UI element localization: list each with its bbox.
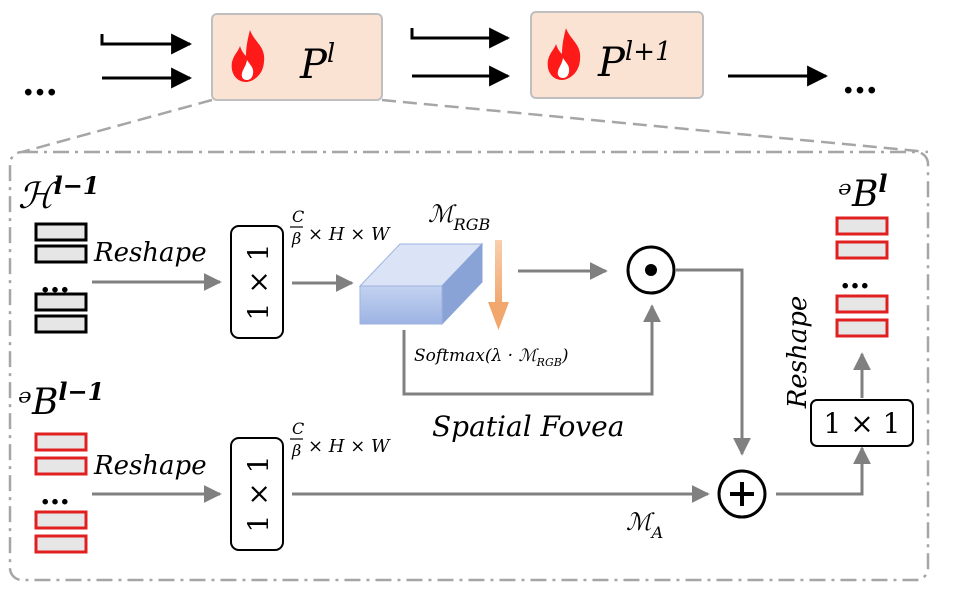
softmax-pre: Softmax(λ · ℳ bbox=[414, 346, 539, 366]
fire-icon bbox=[547, 28, 581, 80]
h-token bbox=[34, 314, 88, 334]
shape-annotation-bottom: C β × H × W bbox=[290, 419, 391, 460]
shape-frac-den: β bbox=[291, 229, 301, 248]
shape-frac-den: β bbox=[291, 441, 301, 460]
m-a-base: ℳ bbox=[626, 508, 655, 536]
h-input-base: ℋ bbox=[18, 176, 59, 217]
prompt-block-l-plus-1 bbox=[530, 11, 704, 99]
arrow-dot-to-plus bbox=[676, 268, 751, 456]
top-arrow-skip-1 bbox=[100, 33, 193, 55]
p-output-label: ᵊBl bbox=[838, 169, 888, 215]
softmax-label: Softmax(λ · ℳRGB) bbox=[414, 346, 568, 369]
p-input-base: ᵊB bbox=[18, 382, 58, 423]
output-token bbox=[835, 216, 889, 236]
zoom-line-left bbox=[21, 98, 213, 154]
arrow-softmax-to-dot bbox=[402, 304, 661, 396]
p-token bbox=[34, 510, 88, 530]
softmax-sub: RGB bbox=[536, 356, 562, 369]
output-token bbox=[835, 294, 889, 314]
add-operator bbox=[717, 469, 767, 519]
conv-1x1-top-label: 1 × 1 bbox=[242, 244, 275, 321]
cube-front-face bbox=[359, 285, 443, 325]
block-l-plus-1-label: Pl+1 bbox=[597, 37, 672, 86]
m-rgb-sub: RGB bbox=[453, 215, 491, 234]
block-l-plus-1-sup: l+1 bbox=[625, 37, 672, 67]
output-token bbox=[835, 318, 889, 338]
h-token bbox=[34, 222, 88, 242]
m-rgb-base: ℳ bbox=[428, 200, 457, 228]
conv-1x1-bottom-label: 1 × 1 bbox=[242, 456, 275, 533]
softmax-arrow-shaft bbox=[495, 240, 502, 304]
softmax-post: ) bbox=[561, 346, 569, 366]
p-token-ellipsis: … bbox=[40, 477, 70, 512]
ellipsis-left: … bbox=[22, 62, 58, 104]
p-output-sup: l bbox=[878, 169, 887, 198]
m-a-label: ℳA bbox=[626, 508, 663, 542]
block-l-sup: l bbox=[327, 39, 335, 69]
output-token-ellipsis: … bbox=[840, 261, 870, 296]
shape-rest: × H × W bbox=[308, 436, 391, 457]
feature-cube bbox=[358, 242, 484, 326]
reshape-label-vertical: Reshape bbox=[783, 296, 813, 410]
conv-1x1-output-label: 1 × 1 bbox=[824, 407, 901, 440]
shape-annotation-top: C β × H × W bbox=[290, 207, 391, 248]
h-token bbox=[34, 292, 88, 312]
m-rgb-label: ℳRGB bbox=[428, 200, 491, 234]
m-a-sub: A bbox=[650, 523, 664, 542]
h-input-label: ℋl−1 bbox=[18, 171, 100, 217]
p-token bbox=[34, 456, 88, 476]
arrow-plus-to-conv bbox=[776, 446, 871, 496]
fire-icon bbox=[231, 30, 265, 82]
block-l-plus-1-base: P bbox=[597, 40, 626, 86]
output-token bbox=[835, 240, 889, 260]
ellipsis-right: … bbox=[842, 60, 878, 102]
h-input-sup: l−1 bbox=[54, 171, 100, 200]
p-token bbox=[34, 534, 88, 554]
reshape-label-bottom: Reshape bbox=[93, 451, 207, 481]
p-token-stack: … bbox=[34, 432, 88, 554]
shape-rest: × H × W bbox=[308, 224, 391, 245]
p-input-sup: l−1 bbox=[58, 377, 104, 406]
block-l-label: Pl bbox=[299, 39, 335, 88]
top-arrow-skip-2 bbox=[410, 27, 511, 49]
spatial-fovea-label: Spatial Fovea bbox=[432, 410, 624, 443]
reshape-label-top: Reshape bbox=[93, 238, 207, 268]
softmax-arrow-head bbox=[488, 302, 509, 330]
conv-1x1-bottom bbox=[230, 437, 284, 551]
shape-frac-num: C bbox=[292, 419, 304, 438]
h-token bbox=[34, 244, 88, 264]
conv-1x1-output bbox=[810, 399, 914, 447]
output-token-stack: … bbox=[835, 216, 889, 338]
detail-frame bbox=[8, 150, 930, 582]
h-token-stack: … bbox=[34, 222, 88, 334]
shape-frac-num: C bbox=[292, 207, 304, 226]
zoom-line-right bbox=[381, 98, 929, 154]
block-l-base: P bbox=[299, 42, 328, 88]
conv-1x1-top bbox=[230, 225, 284, 339]
p-output-base: ᵊB bbox=[838, 174, 878, 215]
p-token bbox=[34, 432, 88, 452]
hadamard-operator bbox=[626, 245, 676, 295]
p-input-label: ᵊBl−1 bbox=[18, 377, 104, 423]
